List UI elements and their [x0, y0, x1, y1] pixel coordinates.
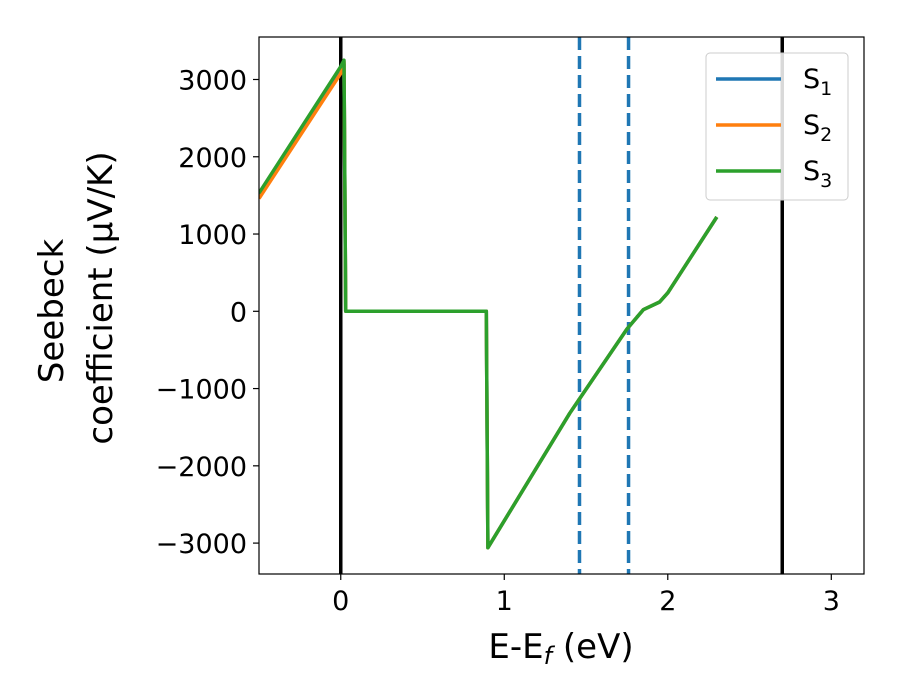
plot-frame: [258, 36, 865, 575]
series-lines: [259, 58, 719, 550]
x-tick-label-3: 3: [823, 586, 840, 617]
y-tick-label-6: −3000: [156, 529, 247, 560]
legend-label-main-2: S: [803, 110, 820, 141]
x-axis-label: E-Ef (eV): [488, 627, 633, 670]
y-tick-label-5: −2000: [156, 452, 247, 483]
legend-label-main-3: S: [803, 156, 820, 187]
y-axis-label-line1: Seebeck: [32, 239, 72, 384]
legend-label-1: S1: [803, 64, 832, 100]
x-tick-label-1: 1: [496, 586, 513, 617]
x-axis-label-unit: (eV): [552, 627, 634, 667]
y-tick-label-1: 2000: [178, 143, 247, 174]
x-tick-label-2: 2: [659, 586, 676, 617]
y-tick-label-0: 3000: [178, 65, 247, 96]
legend-label-main-1: S: [803, 64, 820, 95]
legend-label-sub-3: 3: [820, 170, 832, 192]
y-tick-label-4: −1000: [156, 375, 247, 406]
y-axis-label-line2: coefficient (μV/K): [81, 151, 121, 444]
x-axis-label-main: E-E: [488, 627, 543, 667]
axis-ticks: 0 1 2 3 3000 2000 1000 0 −1000 −2000 −3000: [156, 65, 840, 617]
legend-label-3: S3: [803, 156, 832, 192]
y-tick-label-3: 0: [230, 297, 247, 328]
legend-label-sub-2: 2: [820, 124, 832, 146]
x-tick-label-0: 0: [332, 586, 349, 617]
legend-label-sub-1: 1: [820, 78, 832, 100]
y-tick-label-2: 1000: [178, 220, 247, 251]
series-line-3: [259, 58, 719, 550]
legend-label-2: S2: [803, 110, 832, 146]
